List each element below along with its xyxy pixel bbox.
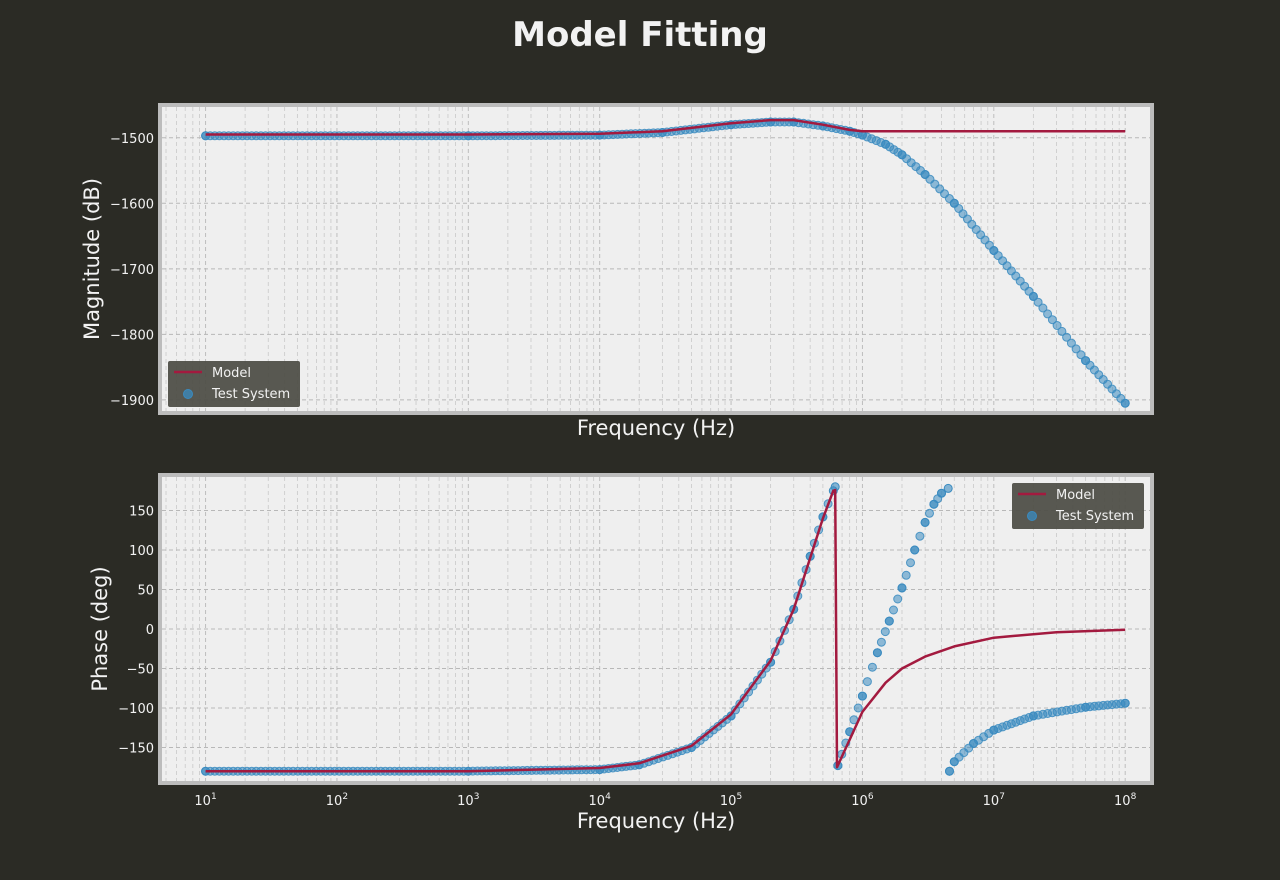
phase-scatter-point <box>949 757 959 767</box>
phase-x-tick-label: 103 <box>457 792 479 809</box>
magnitude-scatter-point <box>1038 303 1048 313</box>
magnitude-series <box>201 117 1130 408</box>
magnitude-y-tick-label: −1500 <box>110 132 154 147</box>
magnitude-chart: −1500 −1600 −1700 −1800 −1900 Frequency (Hz)… <box>80 103 1154 440</box>
magnitude-scatter-point <box>1062 332 1072 342</box>
magnitude-scatter-point <box>1071 344 1081 354</box>
phase-scatter-point <box>1120 698 1130 708</box>
magnitude-scatter-point <box>1081 356 1091 366</box>
phase-scatter-point <box>929 499 939 509</box>
magnitude-scatter-point <box>595 130 605 140</box>
magnitude-y-tick-label: −1600 <box>110 197 154 212</box>
magnitude-y-tick-label: −1900 <box>110 394 154 409</box>
phase-y-tick-label: 0 <box>146 623 154 638</box>
phase-y-tick-label: −100 <box>118 702 154 717</box>
phase-scatter-point <box>945 766 954 776</box>
phase-scatter-point <box>989 725 999 735</box>
phase-scatter-point <box>906 558 915 568</box>
phase-grid <box>162 477 1150 781</box>
magnitude-series-model-line <box>205 118 1126 136</box>
phase-scatter-point <box>925 508 934 518</box>
phase-x-axis-label: Frequency (Hz) <box>577 809 735 833</box>
phase-x-tick-label: 108 <box>1114 792 1137 809</box>
phase-scatter-point <box>872 648 882 658</box>
phase-x-tick-label: 102 <box>326 792 348 809</box>
magnitude-scatter-point <box>463 131 473 141</box>
magnitude-plot-area <box>158 103 1154 415</box>
phase-scatter-point <box>915 531 925 541</box>
phase-scatter-point <box>893 594 903 604</box>
phase-series-model-line <box>205 488 1126 773</box>
magnitude-scatter-point <box>1120 398 1130 408</box>
magnitude-y-tick-label: −1700 <box>110 263 154 278</box>
phase-scatter-point <box>862 677 872 687</box>
magnitude-scatter-point <box>949 198 959 208</box>
phase-legend-label-model: Model <box>1056 488 1095 503</box>
phase-scatter-point <box>1028 711 1038 721</box>
phase-scatter-point <box>857 691 867 701</box>
magnitude-y-ticks: −1500 −1600 −1700 −1800 −1900 <box>110 132 154 409</box>
magnitude-legend: Model Test System <box>168 361 300 407</box>
phase-scatter-point <box>943 483 953 493</box>
magnitude-scatter-point <box>1057 326 1067 336</box>
phase-y-ticks: 150 100 50 0 −50 −100 −150 <box>118 505 154 757</box>
magnitude-scatter-point <box>1076 350 1086 360</box>
phase-scatter-point <box>876 637 886 647</box>
phase-scatter-point <box>1081 702 1091 712</box>
magnitude-scatter-point <box>1028 291 1038 301</box>
magnitude-scatter-point <box>920 170 930 179</box>
phase-y-axis-label: Phase (deg) <box>88 566 112 691</box>
phase-x-tick-label: 107 <box>983 792 1005 809</box>
magnitude-scatter-point <box>1066 338 1076 348</box>
phase-scatter-point <box>884 616 894 626</box>
phase-series <box>201 482 1130 776</box>
magnitude-scatter-point <box>1043 309 1053 319</box>
magnitude-x-axis-label: Frequency (Hz) <box>577 416 735 440</box>
phase-scatter-point <box>867 662 877 672</box>
phase-scatter-point <box>889 605 898 615</box>
phase-scatter-point <box>901 570 911 580</box>
phase-x-tick-label: 105 <box>720 792 742 809</box>
phase-x-tick-label: 106 <box>851 792 874 809</box>
phase-y-tick-label: −50 <box>127 662 154 677</box>
magnitude-scatter-point <box>989 246 999 255</box>
phase-y-tick-label: 100 <box>129 544 154 559</box>
phase-x-ticks: 101 102 103 104 105 106 107 108 <box>194 792 1136 809</box>
phase-scatter-point <box>969 739 978 748</box>
phase-y-tick-label: −150 <box>118 741 154 756</box>
phase-legend-label-test-system: Test System <box>1055 509 1134 524</box>
magnitude-legend-label-model: Model <box>212 366 251 381</box>
phase-scatter-point <box>897 583 907 593</box>
phase-scatter-point <box>910 545 920 555</box>
magnitude-scatter-point <box>897 150 907 160</box>
phase-x-tick-label: 101 <box>194 792 216 809</box>
magnitude-scatter-point <box>881 139 891 149</box>
magnitude-scatter-point <box>201 131 211 141</box>
phase-y-tick-label: 50 <box>137 584 154 599</box>
phase-legend-swatch-test-system <box>1027 511 1037 521</box>
magnitude-y-axis-label: Magnitude (dB) <box>80 178 104 340</box>
phase-y-tick-label: 150 <box>129 505 154 520</box>
phase-legend: Model Test System <box>1012 483 1144 529</box>
magnitude-y-tick-label: −1800 <box>110 328 154 343</box>
figure-title: Model Fitting <box>512 15 768 55</box>
magnitude-legend-swatch-test-system <box>183 389 193 399</box>
phase-scatter-point <box>937 488 946 498</box>
phase-x-tick-label: 104 <box>589 792 612 809</box>
magnitude-scatter-point <box>1052 321 1062 330</box>
phase-scatter-point <box>880 627 890 637</box>
magnitude-scatter-point <box>1047 315 1057 325</box>
magnitude-legend-label-test-system: Test System <box>211 387 290 402</box>
phase-scatter-point <box>853 703 863 713</box>
magnitude-scatter-point <box>1033 297 1043 307</box>
phase-scatter-point <box>920 517 930 527</box>
